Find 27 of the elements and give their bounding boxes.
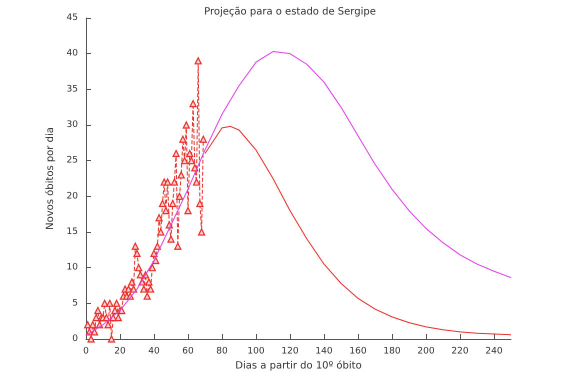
x-tick-label: 200: [417, 346, 435, 356]
x-tick-label: 140: [315, 346, 333, 356]
x-tick-label: 0: [83, 346, 90, 356]
x-tick-label: 220: [451, 346, 469, 356]
x-tick-label: 240: [485, 346, 503, 356]
y-tick-label: 40: [66, 48, 78, 59]
y-tick-label: 25: [66, 156, 78, 166]
x-tick-label: 160: [349, 346, 367, 356]
x-tick-label: 80: [216, 346, 228, 356]
x-tick-label: 100: [247, 346, 265, 356]
y-tick-label: 5: [72, 298, 78, 308]
y-tick-label: 20: [66, 191, 78, 202]
x-axis-title: Dias a partir do 10º óbito: [235, 360, 362, 372]
y-tick-label: 30: [66, 120, 78, 130]
y-tick-label: 15: [66, 227, 78, 237]
x-tick-label: 120: [281, 346, 299, 356]
y-tick-label: 0: [72, 334, 78, 344]
y-tick-label: 45: [66, 13, 78, 23]
x-tick-label: 20: [114, 346, 126, 356]
x-tick-label: 60: [182, 346, 194, 356]
x-tick-label: 40: [148, 346, 160, 356]
y-tick-label: 10: [66, 262, 78, 273]
y-axis-title: Novos óbitos por dia: [45, 127, 56, 230]
y-tick-label: 35: [66, 84, 78, 94]
line-series: [204, 126, 512, 336]
x-tick-label: 180: [383, 346, 401, 356]
chart-title: Projeção para o estado de Sergipe: [204, 6, 376, 18]
